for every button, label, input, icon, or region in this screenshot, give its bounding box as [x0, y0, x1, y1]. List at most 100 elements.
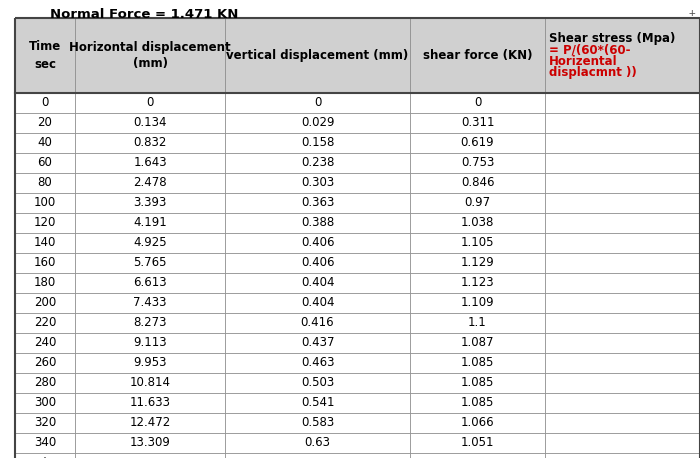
- Bar: [75, 313, 225, 333]
- Text: Normal Force = 1.471 KN: Normal Force = 1.471 KN: [50, 8, 239, 21]
- Text: 13.309: 13.309: [130, 436, 170, 449]
- Text: 1.051: 1.051: [461, 436, 494, 449]
- Text: 0.583: 0.583: [301, 416, 334, 430]
- Text: 40: 40: [38, 136, 52, 149]
- Text: 0.029: 0.029: [301, 116, 335, 130]
- Text: 2.478: 2.478: [133, 176, 167, 190]
- Bar: [15, 18, 75, 93]
- Bar: [225, 313, 410, 333]
- Bar: [545, 253, 700, 273]
- Bar: [410, 113, 545, 133]
- Text: displacmnt )): displacmnt )): [549, 66, 637, 79]
- Bar: [15, 173, 75, 193]
- Text: 0.404: 0.404: [301, 277, 335, 289]
- Bar: [15, 133, 75, 153]
- Bar: [75, 18, 225, 93]
- Text: 0.134: 0.134: [133, 116, 167, 130]
- Text: |: |: [43, 457, 47, 458]
- Bar: [410, 433, 545, 453]
- Bar: [545, 393, 700, 413]
- Text: 1.643: 1.643: [133, 157, 167, 169]
- Text: 0.541: 0.541: [301, 397, 335, 409]
- Bar: [75, 433, 225, 453]
- Text: 100: 100: [34, 196, 56, 209]
- Bar: [410, 313, 545, 333]
- Bar: [225, 453, 410, 458]
- Text: 300: 300: [34, 397, 56, 409]
- Bar: [225, 333, 410, 353]
- Bar: [410, 93, 545, 113]
- Bar: [15, 333, 75, 353]
- Bar: [225, 353, 410, 373]
- Bar: [410, 273, 545, 293]
- Text: 60: 60: [38, 157, 52, 169]
- Bar: [225, 113, 410, 133]
- Bar: [225, 273, 410, 293]
- Text: 0: 0: [314, 97, 321, 109]
- Bar: [545, 193, 700, 213]
- Text: 0.97: 0.97: [464, 196, 491, 209]
- Text: 3.393: 3.393: [133, 196, 167, 209]
- Bar: [75, 413, 225, 433]
- Text: 4.925: 4.925: [133, 236, 167, 250]
- Text: 0.463: 0.463: [301, 356, 335, 370]
- Text: 0.503: 0.503: [301, 376, 334, 389]
- Text: 0.832: 0.832: [133, 136, 167, 149]
- Bar: [75, 273, 225, 293]
- Bar: [15, 373, 75, 393]
- Bar: [15, 313, 75, 333]
- Text: 0: 0: [474, 97, 481, 109]
- Text: 240: 240: [34, 337, 56, 349]
- Bar: [410, 153, 545, 173]
- Bar: [75, 193, 225, 213]
- Bar: [410, 18, 545, 93]
- Bar: [545, 453, 700, 458]
- Bar: [225, 18, 410, 93]
- Bar: [410, 333, 545, 353]
- Bar: [545, 18, 700, 93]
- Text: 120: 120: [34, 217, 56, 229]
- Text: 0.416: 0.416: [301, 316, 335, 329]
- Text: 1.105: 1.105: [461, 236, 494, 250]
- Bar: [15, 413, 75, 433]
- Text: 0.158: 0.158: [301, 136, 334, 149]
- Bar: [545, 113, 700, 133]
- Text: 4.191: 4.191: [133, 217, 167, 229]
- Text: 80: 80: [38, 176, 52, 190]
- Bar: [410, 233, 545, 253]
- Text: 0.404: 0.404: [301, 296, 335, 310]
- Text: 1.085: 1.085: [461, 376, 494, 389]
- Text: 0: 0: [41, 97, 49, 109]
- Bar: [225, 233, 410, 253]
- Text: 10.814: 10.814: [130, 376, 171, 389]
- Bar: [15, 253, 75, 273]
- Bar: [15, 453, 75, 458]
- Text: 0.406: 0.406: [301, 236, 335, 250]
- Bar: [225, 433, 410, 453]
- Text: 1.085: 1.085: [461, 397, 494, 409]
- Bar: [410, 453, 545, 458]
- Text: 0.619: 0.619: [461, 136, 494, 149]
- Text: = P/(60*(60-: = P/(60*(60-: [549, 43, 631, 56]
- Text: 1.066: 1.066: [461, 416, 494, 430]
- Text: 7.433: 7.433: [133, 296, 167, 310]
- Bar: [545, 433, 700, 453]
- Text: 0: 0: [146, 97, 154, 109]
- Text: 1.1: 1.1: [468, 316, 487, 329]
- Text: 1.085: 1.085: [461, 356, 494, 370]
- Bar: [410, 293, 545, 313]
- Bar: [75, 373, 225, 393]
- Bar: [410, 393, 545, 413]
- Text: 0.303: 0.303: [301, 176, 334, 190]
- Text: 11.633: 11.633: [130, 397, 171, 409]
- Bar: [75, 133, 225, 153]
- Bar: [225, 413, 410, 433]
- Text: 320: 320: [34, 416, 56, 430]
- Text: 0.437: 0.437: [301, 337, 335, 349]
- Bar: [15, 273, 75, 293]
- Text: 9.113: 9.113: [133, 337, 167, 349]
- Bar: [15, 353, 75, 373]
- Bar: [75, 333, 225, 353]
- Bar: [225, 173, 410, 193]
- Text: shear force (KN): shear force (KN): [423, 49, 532, 62]
